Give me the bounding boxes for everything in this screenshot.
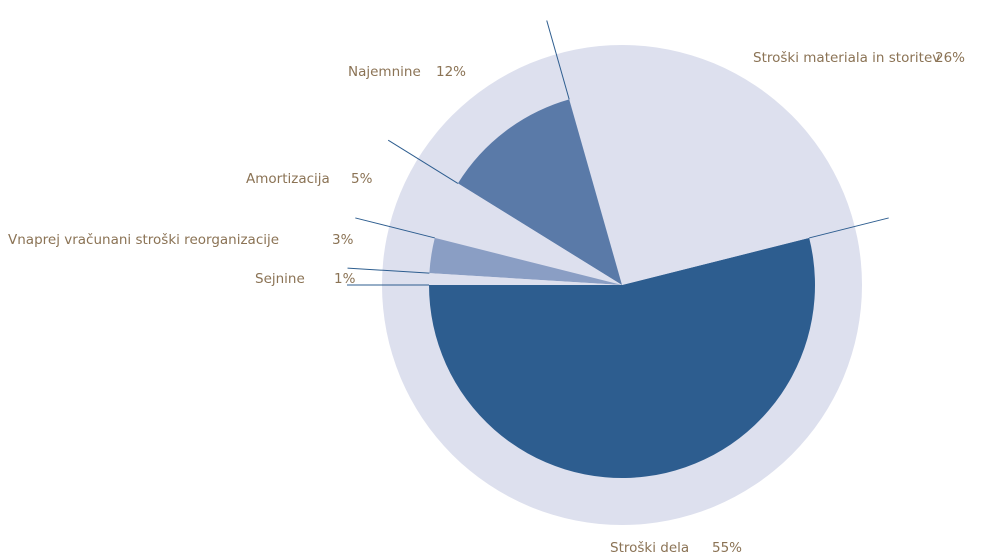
slice-value-label: 12% bbox=[436, 64, 466, 80]
leader-line bbox=[809, 217, 889, 239]
leader-line bbox=[355, 217, 435, 239]
leader-line bbox=[546, 20, 570, 100]
leader-line bbox=[347, 267, 430, 274]
pie-slice bbox=[429, 273, 622, 285]
slice-label: Stroški materiala in storitev bbox=[753, 50, 940, 66]
slice-label: Stroški dela bbox=[610, 540, 689, 556]
slice-value-label: 3% bbox=[332, 232, 354, 248]
slice-value-label: 5% bbox=[351, 171, 373, 187]
pie-slice bbox=[457, 99, 622, 286]
pie-slice bbox=[429, 237, 815, 478]
slice-label: Najemnine bbox=[348, 64, 421, 80]
slice-label: Vnaprej vračunani stroški reorganizacije bbox=[8, 232, 279, 248]
slice-value-label: 26% bbox=[935, 50, 965, 66]
slice-label: Sejnine bbox=[255, 271, 305, 287]
pie-slice bbox=[429, 237, 622, 285]
pie-slice bbox=[569, 91, 810, 285]
leader-line bbox=[387, 139, 459, 184]
slice-value-label: 1% bbox=[334, 271, 356, 287]
slice-label: Amortizacija bbox=[246, 171, 330, 187]
pie-slice bbox=[434, 183, 622, 285]
slice-value-label: 55% bbox=[712, 540, 742, 556]
